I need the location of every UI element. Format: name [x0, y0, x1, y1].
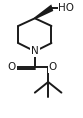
Text: N: N — [31, 46, 39, 56]
Text: HO: HO — [58, 3, 74, 13]
Text: O: O — [49, 62, 57, 72]
Text: O: O — [7, 62, 16, 72]
Polygon shape — [35, 4, 53, 19]
